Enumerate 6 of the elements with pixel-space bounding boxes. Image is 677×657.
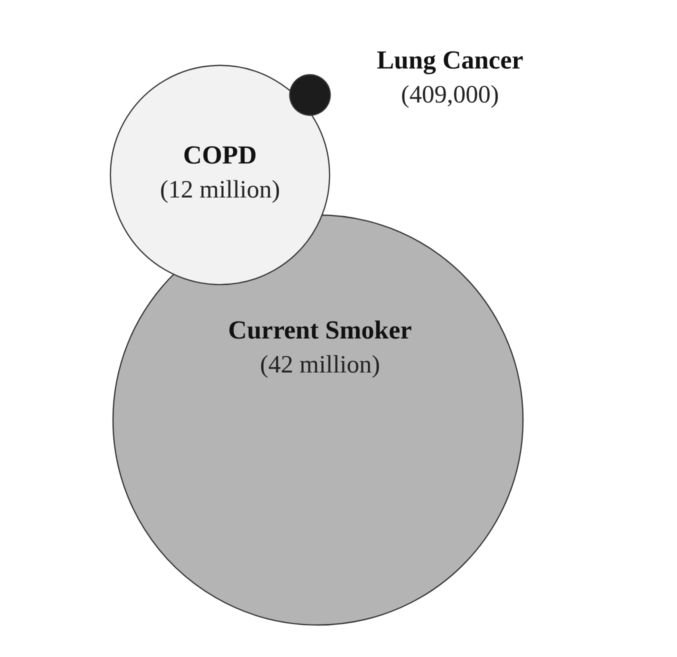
- category-label: COPD: [183, 140, 257, 170]
- data-label: (42 million): [260, 352, 380, 378]
- category-label: Lung Cancer: [376, 46, 524, 74]
- data-label: (409,000): [401, 82, 499, 108]
- category-label: Current Smoker: [228, 316, 412, 344]
- data-label: (12 million): [160, 176, 280, 204]
